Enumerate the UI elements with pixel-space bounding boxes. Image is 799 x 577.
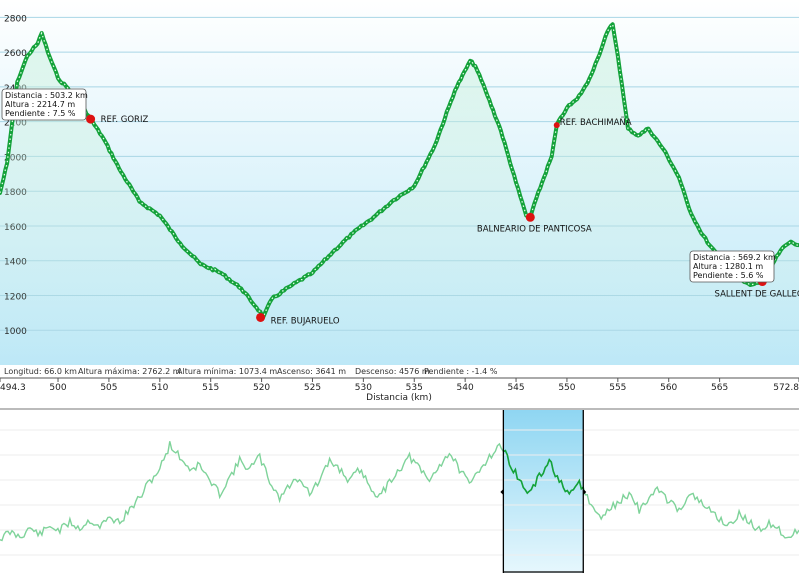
stat-item: Altura mínima: 1073.4 m <box>177 367 277 376</box>
x-tick-label: 525 <box>304 383 321 393</box>
x-tick-label: 545 <box>507 383 524 393</box>
x-tick-label: 510 <box>151 383 168 393</box>
overview-line-selected <box>503 449 584 496</box>
elevation-series-line <box>0 22 799 319</box>
waypoint-label: SALLENT DE GALLEGO <box>715 290 799 300</box>
tooltip-line: Pendiente : 7.5 % <box>5 109 76 118</box>
x-tick-label: 540 <box>457 383 474 393</box>
tooltip-line: Distancia : 569.2 km <box>693 253 776 262</box>
waypoint-marker[interactable] <box>86 114 96 124</box>
x-tick-label: 565 <box>711 383 728 393</box>
x-tick-label: 515 <box>202 383 219 393</box>
waypoint-marker[interactable] <box>525 212 535 222</box>
tooltip-line: Altura : 2214.7 m <box>5 100 75 109</box>
waypoint-markers: REF. GORIZ REF. BUJARUELO BALNEARIO DE PAN… <box>86 114 799 326</box>
stats-strip <box>0 365 799 377</box>
x-tick-label: 505 <box>100 383 117 393</box>
tooltip-line: Pendiente : 5.6 % <box>693 271 764 280</box>
elevation-area <box>0 24 799 366</box>
waypoint-marker[interactable] <box>256 312 266 322</box>
left-arrow-icon[interactable] <box>500 489 504 495</box>
x-tick-label: 535 <box>406 383 423 393</box>
y-tick-label: 2600 <box>4 49 27 59</box>
right-arrow-icon[interactable] <box>583 489 587 495</box>
x-tick-label: 494.3 <box>0 383 26 393</box>
x-tick-label: 550 <box>558 383 575 393</box>
waypoint-marker[interactable] <box>553 122 560 129</box>
waypoint-label: REF. BACHIMAÑA <box>560 117 632 128</box>
tooltip-box <box>689 250 775 283</box>
x-tick-label: 560 <box>660 383 677 393</box>
elevation-line-group <box>0 22 799 319</box>
waypoint-label: REF. GORIZ <box>101 115 149 125</box>
stat-item: Pendiente : -1.4 % <box>424 367 498 376</box>
x-tick-label: 500 <box>49 383 66 393</box>
tooltip-line: Altura : 1280.1 m <box>693 262 763 271</box>
x-tick-label: 555 <box>609 383 626 393</box>
x-axis-label: Distancia (km) <box>366 393 432 403</box>
waypoint-label: REF. BUJARUELO <box>271 316 340 326</box>
y-tick-label: 2800 <box>4 14 27 24</box>
stat-item: Ascenso: 3641 m <box>277 367 346 376</box>
stat-item: Descenso: 4576 m <box>355 367 430 376</box>
x-tick-label: 530 <box>355 383 372 393</box>
stats-bar: Longitud: 66.0 km Altura máxima: 2762.2 m… <box>4 367 498 376</box>
overview-navigator[interactable] <box>0 410 799 573</box>
x-axis-ticks: 494.3 500 505 510 515 520 525 530 535 540 545 550 55… <box>0 378 799 393</box>
x-tick-label: 520 <box>253 383 270 393</box>
overview-line <box>0 441 799 542</box>
stat-item: Longitud: 66.0 km <box>4 367 77 376</box>
x-tick-label: 572.8 <box>773 383 799 393</box>
waypoint-label: BALNEARIO DE PANTICOSA <box>477 224 592 234</box>
tooltip-line: Distancia : 503.2 km <box>5 91 88 100</box>
stat-item: Altura máxima: 2762.2 m <box>78 367 181 376</box>
tooltip-box <box>1 88 87 121</box>
